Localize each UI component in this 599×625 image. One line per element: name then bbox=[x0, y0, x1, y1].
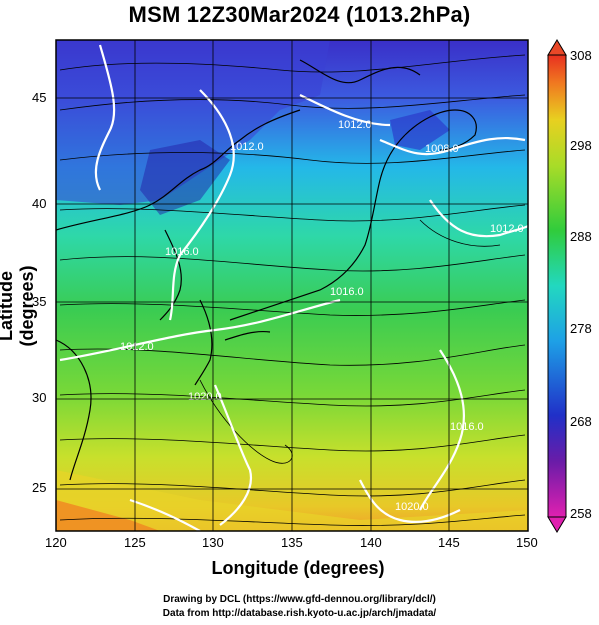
y-axis-label: Latitude (degrees) bbox=[0, 265, 37, 347]
x-tick-label: 120 bbox=[45, 535, 67, 550]
colorbar-label: 258 bbox=[570, 506, 592, 521]
y-tick-label: 30 bbox=[32, 390, 47, 405]
colorbar-label: 278 bbox=[570, 321, 592, 336]
isobar-label: 1016.0 bbox=[165, 246, 199, 258]
coastlines bbox=[56, 59, 477, 481]
isobar-label: 1016.0 bbox=[450, 421, 484, 433]
wind-streamlines bbox=[59, 54, 526, 526]
graticule bbox=[56, 40, 528, 531]
isobar-label: 1012.0 bbox=[338, 119, 372, 131]
x-tick-label: 140 bbox=[360, 535, 382, 550]
y-tick-label: 45 bbox=[32, 90, 47, 105]
colorbar-label: 308 bbox=[570, 48, 592, 63]
y-tick-label: 25 bbox=[32, 480, 47, 495]
x-tick-label: 135 bbox=[281, 535, 303, 550]
isobar-label: 1016.0 bbox=[330, 286, 364, 298]
colorbar-label: 288 bbox=[570, 229, 592, 244]
isobar-label: 1020.0 bbox=[395, 501, 429, 513]
isobar-label: 1012.0 bbox=[230, 141, 264, 153]
colorbar-label: 268 bbox=[570, 414, 592, 429]
isobar-label: 1012.0 bbox=[490, 223, 524, 235]
x-axis-label: Longitude (degrees) bbox=[211, 558, 385, 578]
y-tick-label: 40 bbox=[32, 196, 47, 211]
colorbar bbox=[547, 39, 567, 533]
isobar-label: 1020.0 bbox=[188, 391, 222, 403]
isobar-label: 1012.0 bbox=[120, 341, 154, 353]
credit-line-2: Data from http://database.rish.kyoto-u.a… bbox=[162, 608, 437, 619]
y-tick-label: 35 bbox=[32, 294, 47, 309]
x-tick-label: 145 bbox=[438, 535, 460, 550]
plot-frame bbox=[55, 39, 529, 532]
x-tick-label: 130 bbox=[202, 535, 224, 550]
x-tick-label: 150 bbox=[516, 535, 538, 550]
isobar-label: 1008.0 bbox=[425, 143, 459, 155]
isobars bbox=[59, 44, 528, 531]
chart-title: MSM 12Z30Mar2024 (1013.2hPa) bbox=[128, 2, 471, 27]
x-tick-label: 125 bbox=[124, 535, 146, 550]
colorbar-label: 298 bbox=[570, 138, 592, 153]
credit-line-1: Drawing by DCL (https://www.gfd-dennou.o… bbox=[163, 594, 436, 605]
